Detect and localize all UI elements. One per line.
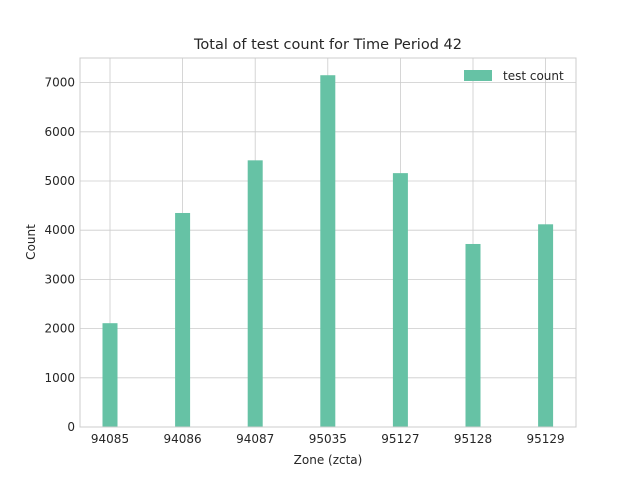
x-tick-label: 95035 [309,432,347,446]
bar-95035 [320,75,336,427]
plot-frame [79,57,577,428]
y-tick-label: 0 [67,420,75,434]
y-tick-label: 5000 [44,174,75,188]
x-tick-label: 94085 [91,432,129,446]
x-tick-label: 95127 [381,432,419,446]
y-tick-labels: 0 1000 2000 3000 4000 5000 6000 7000 [44,76,75,434]
bar-94087 [247,160,263,427]
y-tick-label: 1000 [44,371,75,385]
x-tick-label: 95129 [527,432,565,446]
x-tick-labels: 94085 94086 94087 95035 95127 95128 95129 [91,432,565,446]
bar-94085 [102,323,118,427]
bar-95127 [392,173,408,427]
bar-95128 [465,243,481,427]
x-tick-label: 94087 [236,432,274,446]
bar-95129 [538,224,554,427]
bars [102,75,554,427]
chart-title: Total of test count for Time Period 42 [193,37,462,53]
y-tick-label: 6000 [44,125,75,139]
y-axis-title: Count [24,224,38,260]
y-tick-label: 3000 [44,272,75,286]
legend: test count [464,69,564,83]
x-axis-title: Zone (zcta) [294,453,363,467]
bar-94086 [175,212,191,427]
x-tick-label: 94086 [164,432,202,446]
x-tick-label: 95128 [454,432,492,446]
y-tick-label: 2000 [44,322,75,336]
y-tick-label: 4000 [44,223,75,237]
y-tick-label: 7000 [44,76,75,90]
legend-swatch [464,70,492,81]
legend-label: test count [503,69,564,83]
